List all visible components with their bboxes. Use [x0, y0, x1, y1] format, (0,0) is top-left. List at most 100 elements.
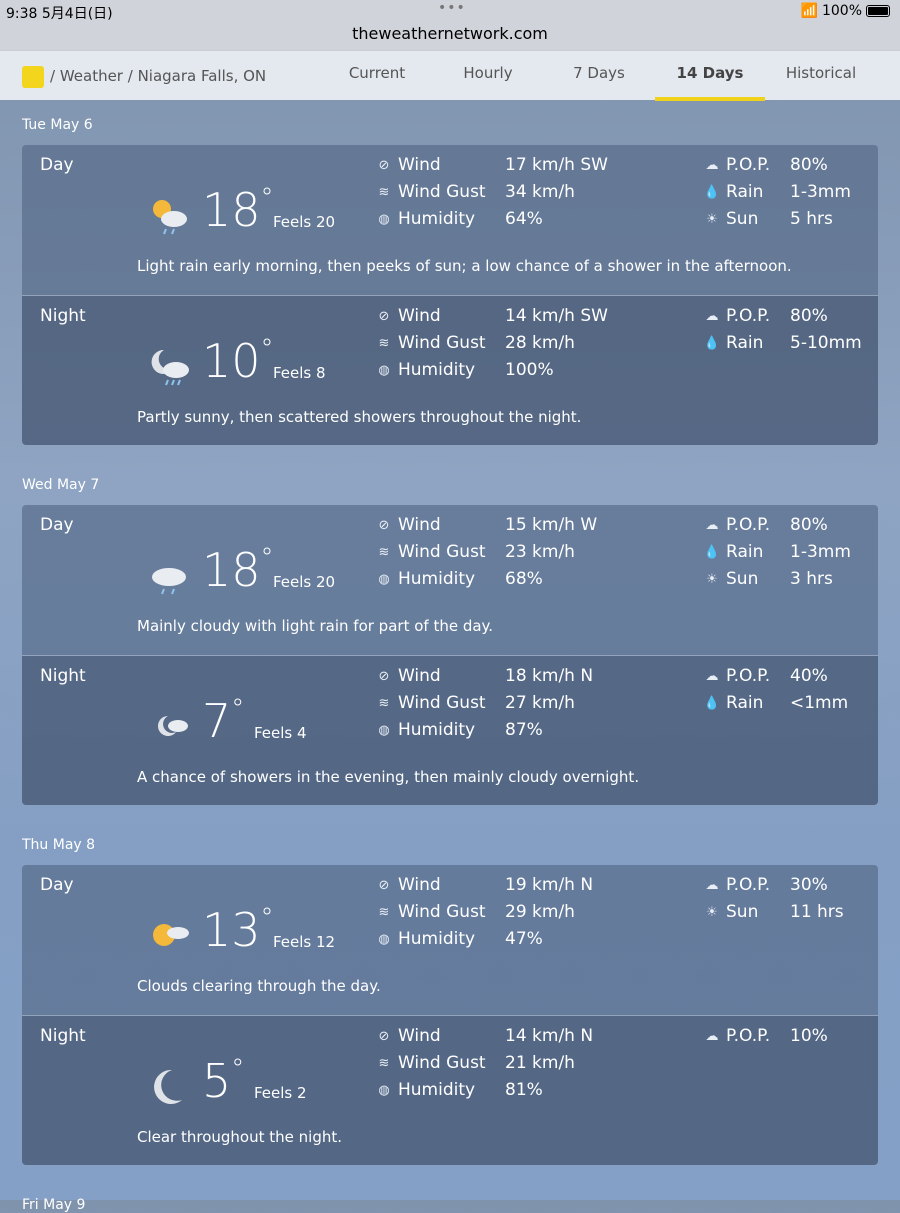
wind-label: ⊘ Wind [376, 666, 441, 686]
pop-value: 30% [790, 875, 828, 895]
raindrop-icon: 💧 [703, 544, 721, 560]
wind-value: 18 km/h N [505, 666, 594, 686]
day-header: Tue May 6 [22, 117, 93, 133]
tab-historical[interactable]: Historical [785, 64, 857, 82]
moon-cloud-rain-icon [151, 349, 189, 386]
humidity-icon: ◍ [378, 571, 390, 587]
tab-14-days[interactable]: 14 Days [655, 64, 765, 101]
status-time: 9:38 5月4日(日) [6, 6, 113, 22]
temperature: 10° [202, 334, 274, 388]
feels-like: Feels 2 [254, 1084, 307, 1102]
gust-label: ≋ Wind Gust [376, 902, 486, 922]
rain-label: 💧 Rain [703, 333, 764, 353]
wind-gust-icon: ≋ [378, 544, 390, 560]
gust-value: 23 km/h [505, 542, 575, 562]
night-forecast: Night 5° Feels 2 ⊘ Wind 14 km/h N ≋ Wind Gus… [22, 1015, 878, 1165]
humidity-value: 47% [505, 929, 543, 949]
day-forecast: Day 18° Feels 20 ⊘ Wind 17 km/h SW ≋ Wind Gu… [22, 145, 878, 295]
gust-label: ≋ Wind Gust [376, 693, 486, 713]
day-card: Day 13° Feels 12 ⊘ Wind 19 km/h N ≋ Wind Gus… [22, 865, 878, 1165]
day-forecast: Day 13° Feels 12 ⊘ Wind 19 km/h N ≋ Wind Gus… [22, 865, 878, 1015]
tab-hourly[interactable]: Hourly [463, 64, 513, 82]
humidity-label: ◍ Humidity [376, 720, 475, 740]
humidity-label: ◍ Humidity [376, 929, 475, 949]
day-header: Wed May 7 [22, 477, 100, 493]
pop-value: 80% [790, 306, 828, 326]
wind-value: 14 km/h SW [505, 306, 608, 326]
tab-current[interactable]: Current [348, 64, 406, 82]
sun-cloud-rain-icon [153, 200, 187, 235]
cloud-rain-icon: ☁ [705, 308, 719, 324]
humidity-label: ◍ Humidity [376, 209, 475, 229]
humidity-value: 100% [505, 360, 554, 380]
sun-label: ☀ Sun [704, 902, 758, 922]
day-forecast: Day 18° Feels 20 ⊘ Wind 15 km/h W ≋ Wind Gus… [22, 505, 878, 655]
cloud-rain-icon: ☁ [705, 668, 719, 684]
cloud-rain-icon: ☁ [705, 877, 719, 893]
tab-7-days[interactable]: 7 Days [573, 64, 625, 82]
sun-value: 11 hrs [790, 902, 844, 922]
breadcrumb[interactable]: / Weather / Niagara Falls, ON [50, 67, 267, 85]
forecast-description: Light rain early morning, then peeks of … [137, 257, 792, 275]
gust-label: ≋ Wind Gust [376, 1053, 486, 1073]
wind-label: ⊘ Wind [376, 515, 441, 535]
night-forecast: Night 10° Feels 8 ⊘ Wind 14 km/h SW ≋ Wind G… [22, 295, 878, 445]
sun-icon: ☀ [706, 904, 718, 920]
rain-label: 💧 Rain [703, 542, 764, 562]
sun-icon: ☀ [706, 211, 718, 227]
gust-label: ≋ Wind Gust [376, 542, 486, 562]
moon-cloud-icon [158, 716, 188, 736]
temperature: 18° [202, 543, 274, 597]
humidity-value: 87% [505, 720, 543, 740]
temperature: 13° [202, 903, 274, 957]
cloud-rain-icon: ☁ [705, 157, 719, 173]
wifi-icon: 📶 [800, 3, 818, 19]
more-dots-icon[interactable]: ••• [438, 0, 466, 16]
wind-gust-icon: ≋ [378, 1055, 390, 1071]
sun-value: 3 hrs [790, 569, 833, 589]
feels-like: Feels 20 [273, 213, 336, 231]
wind-gust-icon: ≋ [378, 335, 390, 351]
period-label: Night [40, 666, 86, 686]
gust-label: ≋ Wind Gust [376, 333, 486, 353]
humidity-value: 68% [505, 569, 543, 589]
humidity-value: 64% [505, 209, 543, 229]
wind-label: ⊘ Wind [376, 155, 441, 175]
wind-value: 15 km/h W [505, 515, 598, 535]
period-label: Night [40, 1026, 86, 1046]
feels-like: Feels 12 [273, 933, 336, 951]
gust-value: 29 km/h [505, 902, 575, 922]
gust-value: 21 km/h [505, 1053, 575, 1073]
day-header: Thu May 8 [22, 837, 96, 853]
rain-value: <1mm [790, 693, 849, 713]
rain-value: 1-3mm [790, 542, 851, 562]
humidity-icon: ◍ [378, 1082, 390, 1098]
temperature: 5° [202, 1054, 245, 1108]
pop-label: ☁ P.O.P. [705, 1026, 771, 1046]
pop-label: ☁ P.O.P. [705, 155, 771, 175]
period-label: Night [40, 306, 86, 326]
sun-icon: ☀ [706, 571, 718, 587]
weather-network-logo[interactable] [22, 66, 44, 88]
wind-label: ⊘ Wind [376, 875, 441, 895]
gust-label: ≋ Wind Gust [376, 182, 486, 202]
humidity-label: ◍ Humidity [376, 1080, 475, 1100]
wind-direction-icon: ⊘ [378, 877, 390, 893]
wind-direction-icon: ⊘ [378, 1028, 390, 1044]
humidity-icon: ◍ [378, 722, 390, 738]
site-nav: / Weather / Niagara Falls, ON Current Hou… [0, 50, 900, 101]
period-label: Day [40, 515, 74, 535]
pop-label: ☁ P.O.P. [705, 875, 771, 895]
pop-value: 40% [790, 666, 828, 686]
period-label: Day [40, 875, 74, 895]
sun-value: 5 hrs [790, 209, 833, 229]
forecast-description: Mainly cloudy with light rain for part o… [137, 617, 494, 635]
rain-value: 1-3mm [790, 182, 851, 202]
rain-value: 5-10mm [790, 333, 862, 353]
address-bar[interactable]: theweathernetwork.com [352, 24, 548, 43]
day-header: Fri May 9 [22, 1197, 86, 1213]
raindrop-icon: 💧 [703, 184, 721, 200]
wind-label: ⊘ Wind [376, 306, 441, 326]
wind-value: 14 km/h N [505, 1026, 594, 1046]
wind-direction-icon: ⊘ [378, 308, 390, 324]
